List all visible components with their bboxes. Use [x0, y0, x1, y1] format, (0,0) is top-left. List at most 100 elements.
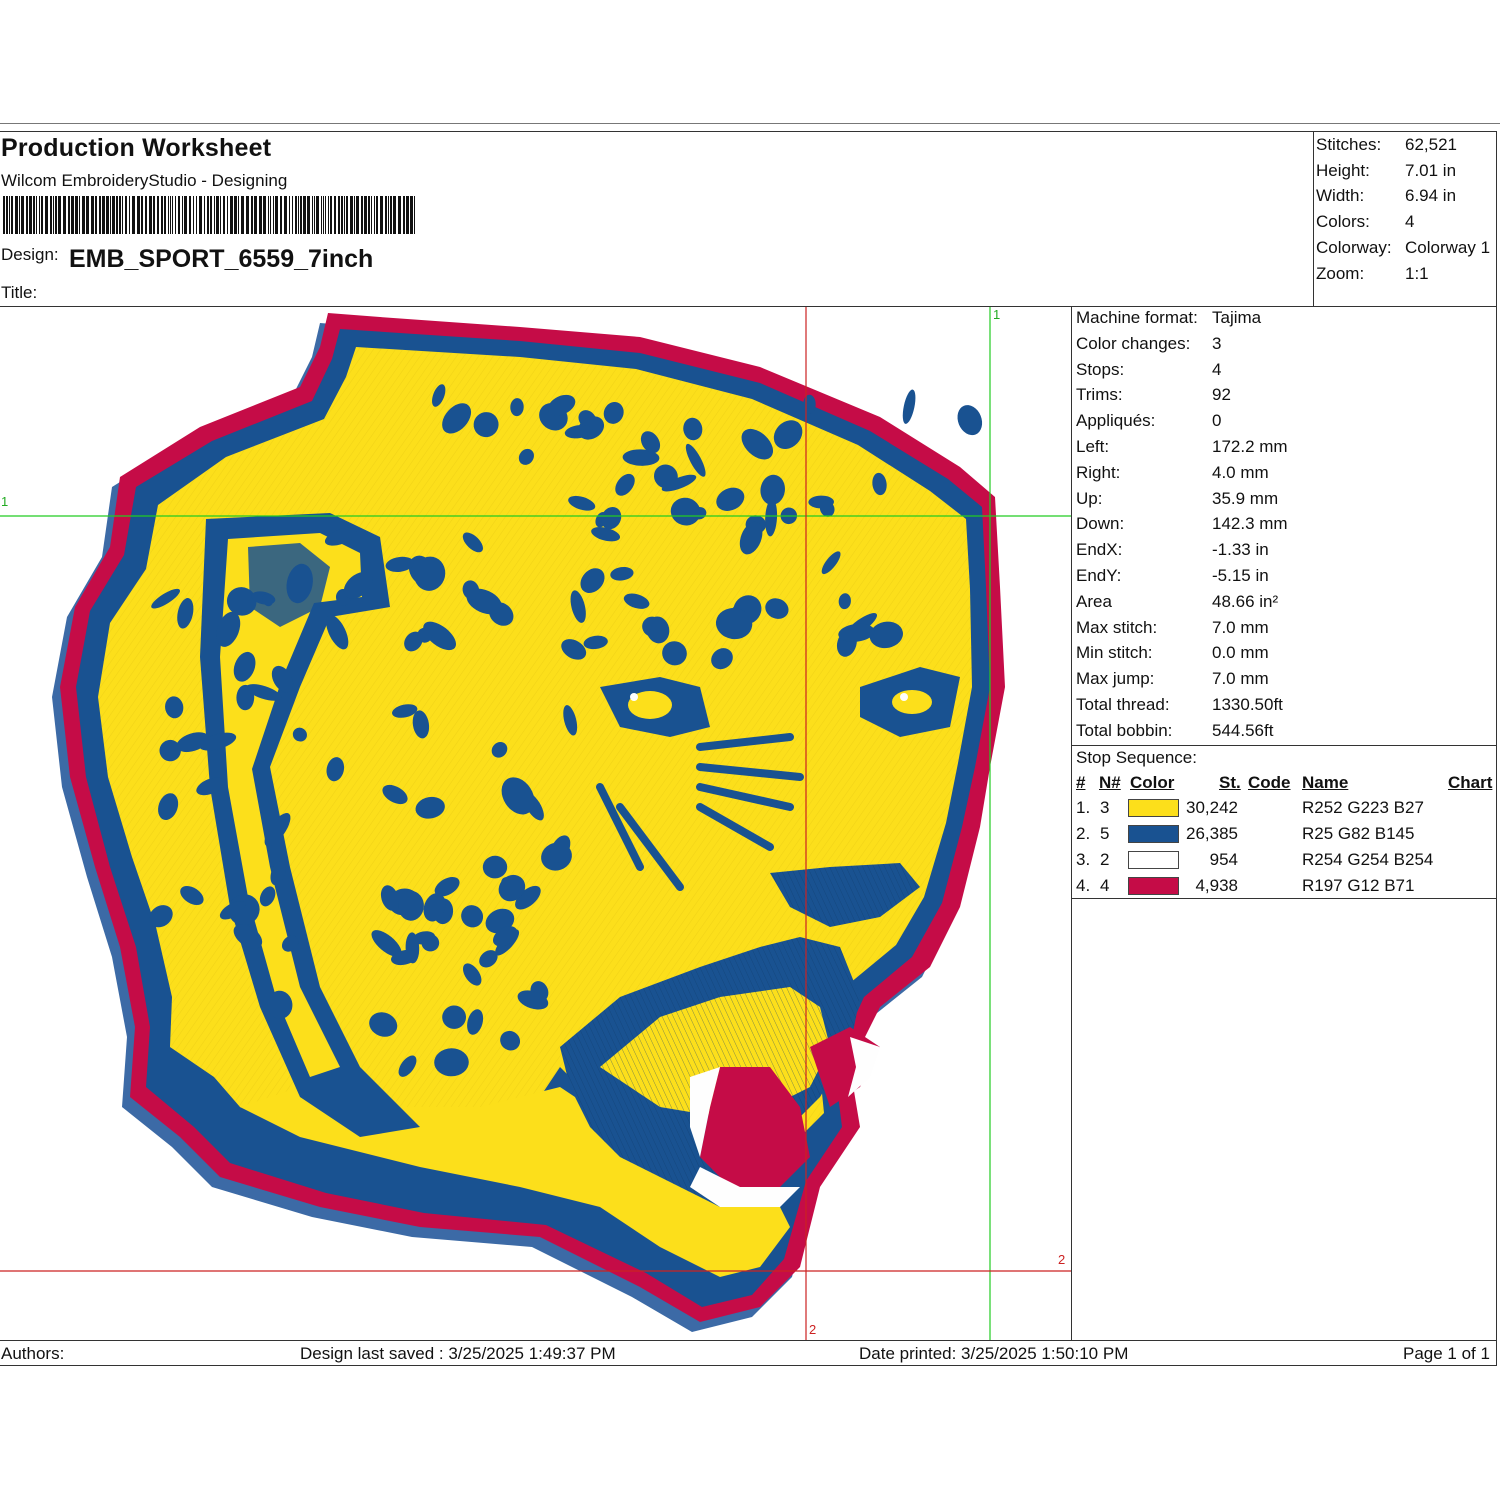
machine-info-value: 1330.50ft: [1212, 695, 1283, 714]
guide-label-v1: 1: [993, 307, 1001, 322]
machine-info-row: EndX: -1.33 in: [1076, 540, 1269, 560]
machine-info-row: Right: 4.0 mm: [1076, 463, 1269, 483]
machine-info-row: Down: 142.3 mm: [1076, 514, 1288, 534]
machine-info-value: 0.0 mm: [1212, 643, 1269, 662]
color-swatch: [1128, 877, 1179, 895]
row-index: 2.: [1076, 824, 1091, 843]
worksheet-title: Production Worksheet: [1, 134, 272, 162]
row-color-name: R252 G223 B27: [1302, 798, 1424, 817]
machine-info-label: Min stitch:: [1076, 643, 1153, 662]
machine-info-value: Tajima: [1212, 308, 1262, 327]
machine-info-value: 3: [1212, 334, 1222, 353]
machine-info-label: Max stitch:: [1076, 618, 1158, 637]
design-name: EMB_SPORT_6559_7inch: [69, 245, 374, 273]
stop-sequence-row: 4. 4 4,938 R197 G12 B71: [1076, 876, 1496, 902]
machine-info-label: Total thread:: [1076, 695, 1170, 714]
machine-info-value: 35.9 mm: [1212, 489, 1279, 508]
panel-divider: [1071, 306, 1072, 1341]
row-needle: 4: [1100, 876, 1110, 895]
col-name: Name: [1302, 773, 1349, 792]
authors-label: Authors:: [1, 1344, 65, 1363]
guide-label-h1: 1: [1, 494, 9, 509]
machine-info-value: 4: [1212, 360, 1222, 379]
title-label: Title:: [1, 283, 38, 302]
machine-info-label: EndX:: [1076, 540, 1123, 559]
machine-info-value: 48.66 in²: [1212, 592, 1279, 611]
stats-divider: [1313, 131, 1314, 307]
guide-label-v2: 2: [809, 1322, 817, 1337]
stop-sequence-row: 1. 3 30,242 R252 G223 B27: [1076, 798, 1496, 824]
row-color-name: R254 G254 B254: [1302, 850, 1434, 869]
machine-info-row: EndY: -5.15 in: [1076, 566, 1269, 586]
row-stitches: 30,242: [1186, 798, 1238, 817]
color-swatch: [1128, 851, 1179, 869]
worksheet-frame: [0, 131, 1497, 1366]
machine-info-value: 172.2 mm: [1212, 437, 1288, 456]
design-label: Design:: [1, 245, 59, 264]
machine-info-row: Color changes: 3: [1076, 334, 1221, 354]
stop-sequence-row: 2. 5 26,385 R25 G82 B145: [1076, 824, 1496, 850]
machine-info-label: Stops:: [1076, 360, 1125, 379]
machine-info-value: 544.56ft: [1212, 721, 1274, 740]
row-needle: 2: [1100, 850, 1110, 869]
row-index: 4.: [1076, 876, 1091, 895]
row-stitches: 26,385: [1186, 824, 1238, 843]
machine-info-row: Machine format: Tajima: [1076, 308, 1261, 328]
machine-info-label: EndY:: [1076, 566, 1122, 585]
row-stitches: 954: [1209, 850, 1238, 869]
machine-info-label: Total bobbin:: [1076, 721, 1173, 740]
machine-info-value: 7.0 mm: [1212, 618, 1269, 637]
color-swatch: [1128, 825, 1179, 843]
machine-info-value: -5.15 in: [1212, 566, 1269, 585]
row-needle: 5: [1100, 824, 1110, 843]
row-color-name: R25 G82 B145: [1302, 824, 1415, 843]
col-stitches: St.: [1219, 773, 1241, 792]
color-swatch: [1128, 799, 1179, 817]
stop-table-end: [1071, 898, 1497, 899]
col-needle: N#: [1099, 773, 1121, 792]
barcode: [3, 196, 415, 234]
machine-info-row: Max stitch: 7.0 mm: [1076, 618, 1269, 638]
date-printed: Date printed: 3/25/2025 1:50:10 PM: [859, 1344, 1129, 1363]
machine-info-row: Max jump: 7.0 mm: [1076, 669, 1269, 689]
col-index: #: [1076, 773, 1086, 792]
col-chart: Chart: [1448, 773, 1493, 792]
machine-info-row: Trims: 92: [1076, 385, 1231, 405]
header-divider: [0, 306, 1497, 307]
machine-info-value: 4.0 mm: [1212, 463, 1269, 482]
row-index: 1.: [1076, 798, 1091, 817]
stop-seq-divider: [1071, 745, 1497, 746]
row-index: 3.: [1076, 850, 1091, 869]
machine-info-row: Appliqués: 0: [1076, 411, 1221, 431]
machine-info-value: 142.3 mm: [1212, 514, 1288, 533]
machine-info-row: Total bobbin: 544.56ft: [1076, 721, 1273, 741]
machine-info-row: Stops: 4: [1076, 360, 1221, 380]
design-canvas: [0, 307, 1071, 1340]
col-code: Code: [1248, 773, 1291, 792]
machine-info-label: Max jump:: [1076, 669, 1155, 688]
top-rule: [0, 123, 1500, 124]
machine-info-label: Appliqués:: [1076, 411, 1156, 430]
machine-info-row: Min stitch: 0.0 mm: [1076, 643, 1269, 663]
machine-info-label: Machine format:: [1076, 308, 1198, 327]
page-number: Page 1 of 1: [1403, 1344, 1490, 1363]
machine-info-row: Left: 172.2 mm: [1076, 437, 1288, 457]
machine-info-label: Trims:: [1076, 385, 1123, 404]
machine-info-label: Up:: [1076, 489, 1103, 508]
software-name: Wilcom EmbroideryStudio - Designing: [1, 171, 288, 190]
machine-info-label: Right:: [1076, 463, 1121, 482]
machine-info-row: Area 48.66 in²: [1076, 592, 1278, 612]
guide-lines: [0, 307, 1071, 1340]
machine-info-value: -1.33 in: [1212, 540, 1269, 559]
machine-info-label: Left:: [1076, 437, 1110, 456]
col-color: Color: [1130, 773, 1175, 792]
machine-info-value: 92: [1212, 385, 1231, 404]
last-saved: Design last saved : 3/25/2025 1:49:37 PM: [300, 1344, 616, 1363]
machine-info-value: 7.0 mm: [1212, 669, 1269, 688]
stop-sequence-title: Stop Sequence:: [1076, 748, 1197, 767]
row-color-name: R197 G12 B71: [1302, 876, 1415, 895]
machine-info-label: Down:: [1076, 514, 1125, 533]
guide-label-h2: 2: [1058, 1252, 1066, 1267]
machine-info-label: Color changes:: [1076, 334, 1191, 353]
